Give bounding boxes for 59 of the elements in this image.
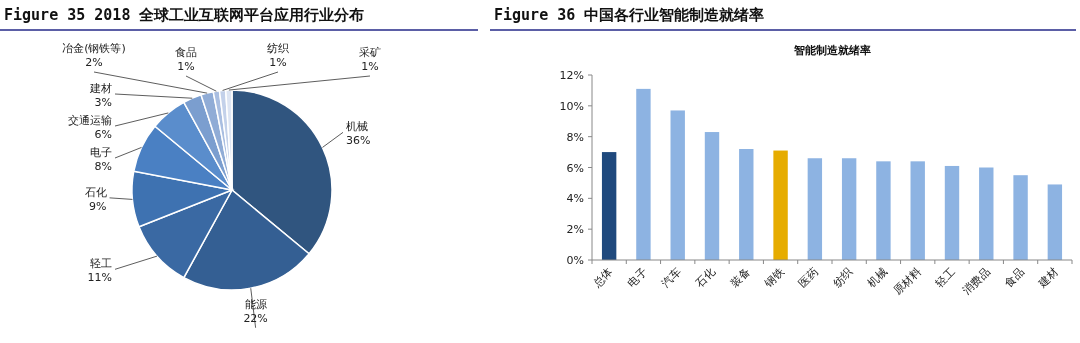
data-label: 2% (85, 56, 103, 69)
slice-label: 电子 (90, 146, 112, 159)
bar (944, 165, 960, 260)
x-tick-label: 消费品 (959, 264, 993, 298)
data-label: 3% (94, 96, 112, 109)
x-tick-label: 石化 (693, 264, 719, 290)
x-tick-label: 轻工 (933, 264, 959, 290)
x-tick-label: 装备 (727, 264, 753, 290)
x-tick-label: 医药 (796, 264, 821, 290)
y-tick-label: 10% (559, 99, 584, 113)
slice-label: 食品 (175, 46, 197, 59)
bar (807, 158, 823, 260)
bar (841, 158, 857, 260)
slice-label: 交通运输 (68, 114, 112, 127)
y-tick-label: 2% (566, 223, 584, 237)
bar (979, 167, 994, 260)
chart-title: Figure 35 2018 全球工业互联网平台应用行业分布 (4, 6, 365, 24)
y-tick-label: 8% (566, 130, 584, 144)
x-tick-label: 钢铁 (761, 264, 787, 291)
slice-label: 冶金(钢铁等) (62, 42, 126, 55)
x-tick-label: 机械 (864, 264, 890, 290)
chart-subtitle: 智能制造就绪率 (792, 44, 871, 57)
bar (739, 149, 754, 260)
bar (1013, 175, 1028, 260)
x-tick-label: 纺织 (830, 264, 856, 290)
y-tick-label: 6% (566, 161, 584, 175)
slice-label: 建材 (89, 82, 112, 95)
bar (601, 152, 617, 260)
x-tick-label: 总体 (589, 264, 616, 291)
slice-label: 采矿 (359, 46, 381, 59)
data-label: 6% (94, 128, 112, 141)
data-label: 9% (89, 199, 107, 213)
data-label: 8% (94, 160, 112, 173)
slice-label: 机械 (346, 120, 369, 134)
bar (704, 132, 720, 260)
bar (876, 161, 891, 260)
bar (910, 161, 925, 260)
y-tick-label: 0% (566, 254, 584, 267)
x-tick-label: 汽车 (659, 264, 684, 290)
x-tick-label: 电子 (624, 264, 650, 290)
data-label: 1% (269, 56, 287, 69)
bar (773, 150, 788, 260)
slice-label: 能源 (244, 297, 267, 311)
data-label: 1% (177, 60, 195, 73)
data-label: 11% (87, 271, 112, 285)
slice-label: 纺织 (267, 42, 289, 55)
bar (1047, 184, 1063, 260)
data-label: 22% (243, 311, 268, 325)
data-label: 36% (346, 134, 371, 148)
y-tick-label: 12% (559, 69, 584, 82)
slice-label: 石化 (84, 185, 107, 199)
bar (670, 110, 685, 260)
bar (636, 88, 651, 260)
chart-title: Figure 36 中国各行业智能制造就绪率 (494, 6, 765, 24)
y-tick-label: 4% (566, 192, 584, 206)
data-label: 1% (361, 60, 379, 73)
x-tick-label: 建材 (1035, 264, 1061, 291)
x-tick-label: 食品 (1001, 264, 1027, 290)
x-tick-label: 原材料 (891, 264, 924, 298)
